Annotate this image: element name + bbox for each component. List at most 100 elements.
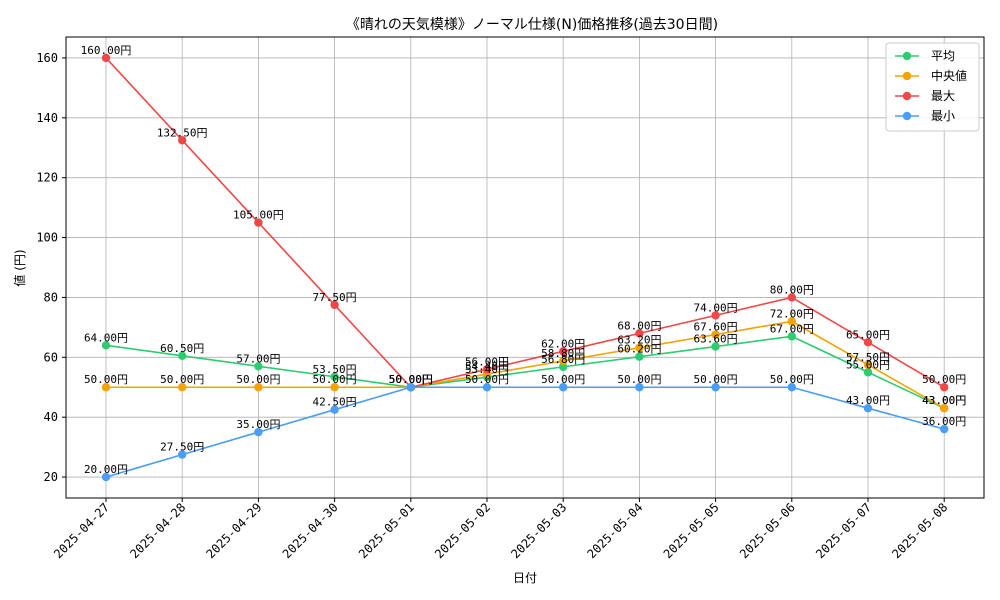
data-point: [101, 383, 111, 392]
data-point: [178, 136, 187, 145]
series-line: [105, 386, 945, 478]
data-label: 64.00円: [84, 331, 128, 344]
data-point: [482, 365, 492, 374]
data-label: 80.00円: [770, 283, 814, 296]
legend-label: 中央値: [931, 68, 967, 83]
x-axis-title: 日付: [513, 571, 537, 585]
data-label: 55.00円: [846, 358, 890, 371]
y-tick-label: 40: [44, 410, 58, 424]
legend-box: [885, 42, 980, 132]
data-label: 56.00円: [465, 355, 509, 368]
data-label: 160.00円: [81, 44, 132, 57]
data-label: 105.00円: [233, 209, 284, 222]
data-label: 35.00円: [236, 418, 280, 431]
data-point: [330, 405, 339, 414]
data-point: [940, 424, 949, 434]
data-point: [406, 383, 415, 392]
data-point: [559, 383, 568, 392]
x-tick-label: 2025-05-03: [508, 500, 569, 561]
data-label: 63.60円: [694, 333, 738, 346]
data-label: 53.40円: [465, 363, 509, 376]
data-point: [330, 300, 339, 310]
data-point: [178, 450, 187, 459]
series-line: [106, 320, 945, 409]
data-point: [787, 293, 796, 302]
data-label: 50.00円: [922, 373, 966, 386]
data-point: [482, 383, 492, 392]
data-label: 36.00円: [922, 415, 966, 428]
data-label: 50.00円: [313, 373, 357, 386]
data-point: [635, 352, 644, 361]
x-tick-label: 2025-05-06: [737, 500, 798, 561]
data-point: [863, 360, 873, 369]
legend-label: 平均: [931, 49, 955, 63]
series-line: [105, 57, 945, 389]
data-point: [559, 362, 568, 372]
x-tick-label: 2025-04-27: [51, 500, 112, 561]
data-label: 20.00円: [84, 463, 128, 476]
data-label: 50.00円: [617, 373, 661, 386]
data-point: [787, 383, 796, 392]
data-label: 132.50円: [157, 126, 208, 139]
data-point: [559, 347, 568, 356]
data-label: 43.00円: [922, 394, 966, 407]
x-tick-label: 2025-05-04: [585, 500, 646, 561]
data-point: [330, 372, 339, 381]
y-tick-label: 140: [36, 111, 58, 125]
x-tick-label: 2025-05-07: [813, 500, 874, 561]
data-point: [711, 383, 720, 392]
x-tick-label: 2025-04-28: [127, 500, 188, 561]
data-point: [254, 383, 263, 392]
data-point: [863, 338, 873, 347]
data-point: [559, 356, 568, 366]
data-point: [101, 341, 111, 350]
y-axis-title: 値 (円): [12, 249, 27, 286]
x-tick-label: 2025-04-29: [204, 500, 265, 561]
data-label: 72.00円: [770, 307, 814, 320]
data-label: 42.50円: [313, 396, 357, 409]
data-point: [940, 403, 949, 413]
data-label: 56.80円: [541, 353, 585, 366]
data-label: 43.00円: [922, 394, 966, 407]
data-point: [940, 383, 949, 392]
data-label: 43.00円: [846, 394, 890, 407]
data-label: 68.00円: [617, 319, 661, 332]
y-axis: 20 40 60 80 100 120 140 160: [36, 51, 66, 484]
data-label: 54.40円: [465, 360, 509, 373]
plot-frame: [65, 36, 985, 499]
x-tick-label: 2025-04-30: [280, 500, 341, 561]
data-point: [254, 427, 263, 437]
data-label: 50.00円: [389, 373, 433, 386]
data-label: 60.20円: [617, 343, 661, 356]
data-label: 50.00円: [465, 373, 509, 386]
legend-label: 最小: [931, 109, 955, 123]
data-label: 57.50円: [846, 351, 890, 364]
data-label: 74.00円: [694, 301, 738, 314]
data-point: [178, 351, 187, 361]
legend-label: 最大: [931, 89, 955, 103]
data-point: [787, 317, 796, 326]
data-point: [711, 311, 720, 320]
data-point: [787, 332, 796, 341]
data-point: [863, 403, 873, 413]
data-labels: 64.00円60.50円57.00円53.50円50.00円53.40円56.8…: [81, 44, 967, 476]
data-label: 50.00円: [770, 373, 814, 386]
data-label: 57.00円: [236, 352, 280, 365]
x-tick-label: 2025-05-02: [432, 500, 493, 561]
series-layer: [101, 53, 949, 482]
data-label: 63.20円: [617, 334, 661, 347]
legend-swatch-marker: [902, 91, 912, 101]
y-tick-label: 100: [36, 231, 58, 245]
data-label: 50.00円: [236, 373, 280, 386]
y-tick-label: 20: [44, 470, 58, 484]
data-point: [101, 472, 111, 482]
data-point: [635, 383, 644, 392]
data-point: [711, 342, 720, 351]
x-tick-label: 2025-05-08: [889, 500, 950, 561]
x-tick-label: 2025-05-05: [661, 500, 722, 561]
x-tick-label: 2025-05-01: [356, 500, 417, 561]
data-label: 50.00円: [541, 373, 585, 386]
y-tick-label: 80: [44, 290, 58, 304]
